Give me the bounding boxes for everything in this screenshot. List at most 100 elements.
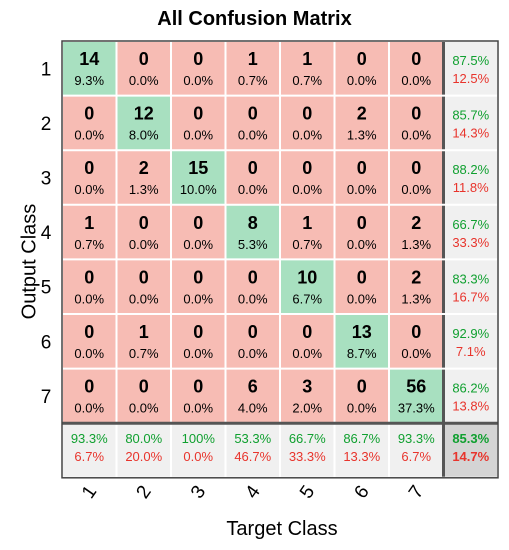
cell-percent: 0.0%: [183, 237, 213, 252]
x-axis-label: Target Class: [226, 518, 338, 540]
cell-count: 14: [79, 49, 99, 69]
cell-percent: 0.0%: [74, 128, 104, 143]
overall-accuracy: 85.3%: [452, 431, 489, 446]
cell-count: 0: [193, 213, 203, 233]
cell-count: 0: [193, 104, 203, 124]
x-tick-label: 3: [187, 482, 210, 503]
cell-count: 0: [139, 267, 149, 287]
row-summary-cell: [443, 95, 498, 151]
cell-count: 0: [139, 377, 149, 397]
matrix-cell: [62, 150, 117, 205]
matrix-cell: [62, 204, 117, 260]
y-tick-label: 5: [41, 278, 52, 299]
col-summary-cell: [225, 423, 280, 478]
y-tick-label: 4: [41, 223, 52, 244]
matrix-cell: [171, 150, 226, 205]
cell-percent: 0.0%: [401, 73, 431, 88]
cell-percent: 4.0%: [238, 401, 268, 416]
cell-count: 0: [248, 322, 258, 342]
cell-percent: 2.0%: [292, 401, 322, 416]
cell-percent: 0.7%: [238, 73, 268, 88]
matrix-cell: [225, 314, 280, 369]
cell-count: 0: [357, 377, 367, 397]
cell-percent: 0.0%: [183, 401, 213, 416]
cell-percent: 8.0%: [129, 128, 159, 143]
matrix-cell: [389, 95, 444, 151]
cell-count: 0: [193, 322, 203, 342]
matrix-cell: [334, 259, 389, 314]
col-error: 46.7%: [234, 449, 271, 464]
col-summary-cell: [116, 423, 171, 478]
cell-count: 1: [139, 322, 149, 342]
cell-percent: 0.7%: [129, 346, 159, 361]
cell-percent: 0.7%: [292, 237, 322, 252]
cell-count: 6: [248, 377, 258, 397]
cell-percent: 0.0%: [347, 182, 377, 197]
col-summary-cell: [280, 423, 335, 478]
matrix-cell: [334, 41, 389, 96]
row-error: 11.8%: [453, 180, 489, 195]
row-accuracy: 85.7%: [452, 108, 489, 123]
x-tick-label: 7: [405, 482, 428, 503]
cell-percent: 0.0%: [347, 237, 377, 252]
row-accuracy: 83.3%: [452, 271, 489, 286]
cell-count: 12: [134, 104, 154, 124]
row-error: 13.8%: [452, 399, 489, 414]
row-summary-cell: [443, 314, 498, 369]
chart-title: All Confusion Matrix: [157, 8, 352, 30]
matrix-cell: [280, 95, 335, 151]
x-tick-label: 1: [78, 482, 101, 503]
cell-percent: 0.0%: [129, 291, 159, 306]
col-accuracy: 66.7%: [289, 431, 326, 446]
y-tick-label: 3: [41, 169, 52, 190]
cell-percent: 0.0%: [347, 291, 377, 306]
matrix-cell: [334, 95, 389, 151]
cell-count: 0: [193, 49, 203, 69]
row-accuracy: 86.2%: [452, 381, 489, 396]
cell-percent: 1.3%: [401, 291, 431, 306]
matrix-cell: [280, 204, 335, 260]
y-tick-label: 6: [41, 332, 52, 353]
row-accuracy: 87.5%: [452, 53, 489, 68]
matrix-cell: [116, 368, 171, 424]
cell-percent: 0.0%: [74, 182, 104, 197]
cell-count: 0: [302, 158, 312, 178]
cell-percent: 9.3%: [74, 73, 104, 88]
col-error: 13.3%: [343, 449, 380, 464]
row-error: 12.5%: [452, 71, 489, 86]
col-summary-cell: [62, 423, 117, 478]
cell-percent: 1.3%: [347, 128, 377, 143]
matrix-cell: [225, 150, 280, 205]
cell-percent: 0.0%: [74, 291, 104, 306]
cell-percent: 0.0%: [183, 128, 213, 143]
cell-count: 0: [411, 322, 421, 342]
cell-count: 2: [139, 158, 149, 178]
matrix-cell: [389, 150, 444, 205]
cell-percent: 5.3%: [238, 237, 268, 252]
matrix-cell: [171, 368, 226, 424]
cell-percent: 37.3%: [398, 401, 435, 416]
matrix-cell: [389, 204, 444, 260]
cell-count: 0: [139, 213, 149, 233]
row-summary-cell: [443, 41, 498, 96]
row-accuracy: 92.9%: [452, 326, 489, 341]
matrix-cell: [280, 41, 335, 96]
matrix-cell: [280, 259, 335, 314]
matrix-cell: [334, 150, 389, 205]
cell-percent: 0.7%: [292, 73, 322, 88]
x-tick-label: 6: [351, 482, 374, 503]
matrix-cell: [171, 259, 226, 314]
cell-count: 0: [139, 49, 149, 69]
matrix-cell: [334, 368, 389, 424]
cell-percent: 0.0%: [129, 401, 159, 416]
cell-count: 0: [411, 158, 421, 178]
cell-percent: 1.3%: [401, 237, 431, 252]
matrix-cell: [62, 259, 117, 314]
cell-count: 0: [193, 377, 203, 397]
matrix-cell: [171, 204, 226, 260]
matrix-cell: [225, 368, 280, 424]
cell-count: 0: [357, 213, 367, 233]
col-error: 0.0%: [183, 449, 213, 464]
matrix-cell: [116, 41, 171, 96]
col-error: 20.0%: [125, 449, 162, 464]
